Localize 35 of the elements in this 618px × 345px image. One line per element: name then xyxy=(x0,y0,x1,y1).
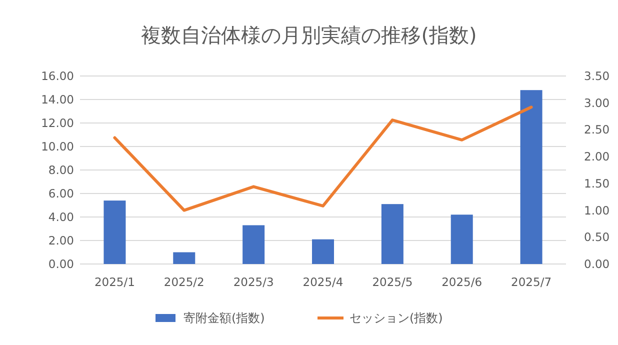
y2-tick-label: 1.50 xyxy=(584,176,610,190)
x-tick-label: 2025/4 xyxy=(302,275,344,289)
bar xyxy=(104,200,126,264)
y-tick-label: 12.00 xyxy=(41,116,74,130)
y2-tick-label: 1.00 xyxy=(584,203,610,218)
bar xyxy=(312,239,334,264)
x-tick-label: 2025/3 xyxy=(233,275,274,289)
x-tick-label: 2025/5 xyxy=(372,275,413,289)
bar xyxy=(173,252,196,264)
x-tick-label: 2025/2 xyxy=(164,275,204,289)
y-tick-label: 0.00 xyxy=(48,257,74,271)
y2-tick-label: 0.00 xyxy=(584,257,610,271)
y2-tick-label: 0.50 xyxy=(584,230,610,244)
chart-title: 複数自治体様の月別実績の推移(指数) xyxy=(141,23,477,47)
y-tick-label: 10.00 xyxy=(41,140,74,154)
bar xyxy=(450,214,473,264)
x-tick-label: 2025/6 xyxy=(442,275,482,289)
line-series xyxy=(113,106,533,212)
legend-label: 寄附金額(指数) xyxy=(184,311,265,325)
y2-tick-label: 3.00 xyxy=(584,96,610,110)
bar xyxy=(381,204,404,264)
y-tick-label: 6.00 xyxy=(48,186,74,200)
y-tick-label: 14.00 xyxy=(41,92,74,106)
legend-label: セッション(指数) xyxy=(350,311,443,325)
x-tick-label: 2025/7 xyxy=(511,275,552,289)
y-tick-label: 16.00 xyxy=(41,69,74,83)
y-tick-label: 8.00 xyxy=(48,163,74,177)
bar xyxy=(520,90,542,264)
y-tick-label: 4.00 xyxy=(48,210,74,224)
bar xyxy=(242,225,265,264)
y2-tick-label: 2.00 xyxy=(584,150,610,164)
y2-tick-label: 3.50 xyxy=(584,69,610,83)
y2-tick-label: 2.50 xyxy=(584,122,610,137)
y-tick-label: 2.00 xyxy=(48,234,74,248)
x-tick-label: 2025/1 xyxy=(94,275,135,289)
